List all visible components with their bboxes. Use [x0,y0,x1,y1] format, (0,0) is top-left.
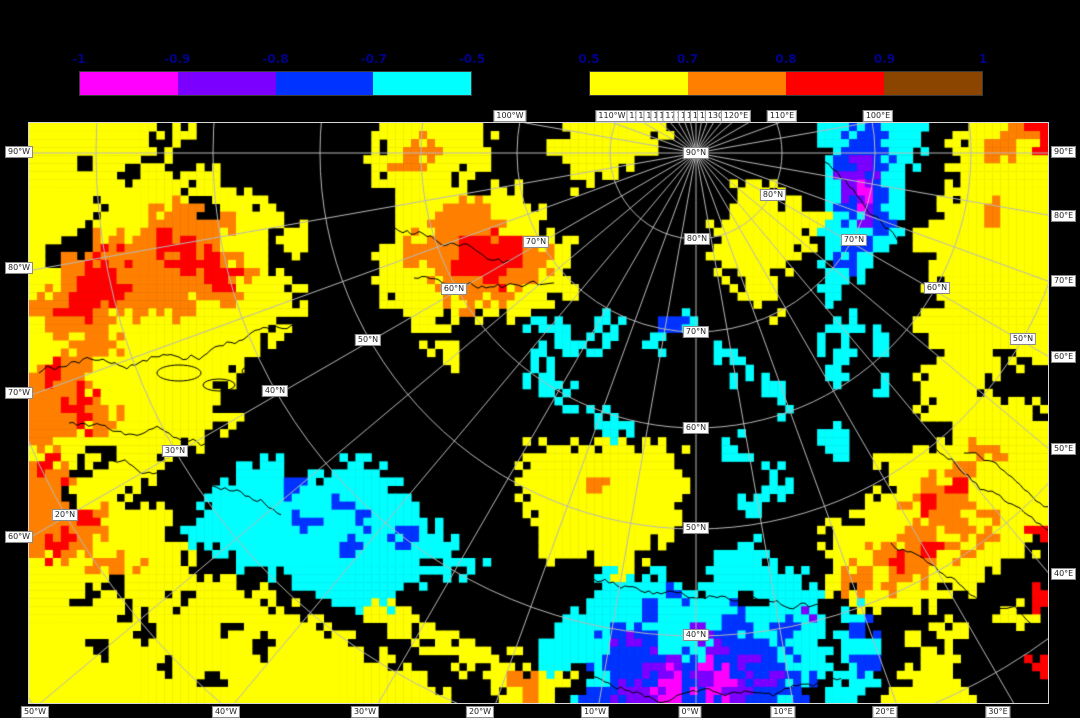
edge-longitude-label: 20°E [872,706,898,718]
edge-longitude-label: 80°W [5,262,34,274]
latitude-label: 80°N [683,233,711,245]
edge-longitude-label: 90°W [5,146,34,158]
map-canvas [28,122,1049,704]
colorbar-tick-label: -0.9 [164,52,191,66]
edge-longitude-label: 40°E [1051,568,1077,580]
colorbar-positive [589,71,983,96]
latitude-label: 70°N [840,234,868,246]
colorbar-segment [373,72,471,95]
edge-longitude-label: 110°W [595,110,629,122]
latitude-label: 70°N [682,326,710,338]
edge-longitude-label: 70°E [1051,275,1077,287]
edge-longitude-label: 40°W [211,706,241,718]
latitude-label: 60°N [682,422,710,434]
colorbar-tick-label: -0.5 [458,52,486,66]
colorbar-tick-label: -0.7 [360,52,387,66]
latitude-label: 50°N [354,334,382,346]
colorbar-segment [884,72,982,95]
edge-longitude-label: 110°E [766,110,798,122]
latitude-label: 20°N [51,509,79,521]
edge-longitude-label: 0°W [678,706,702,718]
colorbar-segment [177,72,276,95]
latitude-label: 50°N [1009,333,1037,345]
edge-longitude-label: 10°E [770,706,796,718]
latitude-label: 60°N [440,283,468,295]
edge-longitude-label: 80°E [1051,210,1077,222]
edge-longitude-label: 10°W [580,706,610,718]
edge-longitude-label: 50°W [20,706,50,718]
edge-longitude-label: 60°E [1051,351,1077,363]
colorbar-tick-label: -0.8 [262,52,289,66]
edge-longitude-label: 20°W [465,706,495,718]
colorbar-tick-label: 0.8 [775,52,797,66]
edge-longitude-label: 50°E [1051,443,1077,455]
colorbar-segment [590,72,688,95]
colorbar-tick-label: 0.9 [873,52,896,66]
edge-longitude-label: 100°W [493,110,527,122]
colorbar-tick-label: 1 [978,52,988,66]
latitude-label: 50°N [682,522,710,534]
colorbar-segment [80,72,178,95]
colorbar-segment [786,72,884,95]
colorbar-tick-label: 0.7 [676,52,699,66]
colorbar-negative [79,71,472,96]
edge-longitude-label: 60°W [5,531,34,543]
colorbar-tick-label: 0.5 [578,52,600,66]
latitude-label: 80°N [759,189,787,201]
edge-longitude-label: 30°W [350,706,380,718]
latitude-label: 90°N [682,147,710,159]
colorbar-segment [275,72,374,95]
edge-longitude-label: 70°W [5,387,34,399]
latitude-label: 60°N [923,282,951,294]
latitude-label: 40°N [261,385,289,397]
colorbar-tick-label: -1 [72,52,86,66]
latitude-label: 30°N [161,445,189,457]
edge-longitude-label: 120°E [720,110,752,122]
colorbar-segment [688,72,786,95]
latitude-label: 70°N [522,236,550,248]
edge-longitude-label: 90°E [1051,146,1077,158]
edge-longitude-label: 30°E [985,706,1011,718]
latitude-label: 40°N [682,629,710,641]
edge-longitude-label: 100°E [862,110,894,122]
